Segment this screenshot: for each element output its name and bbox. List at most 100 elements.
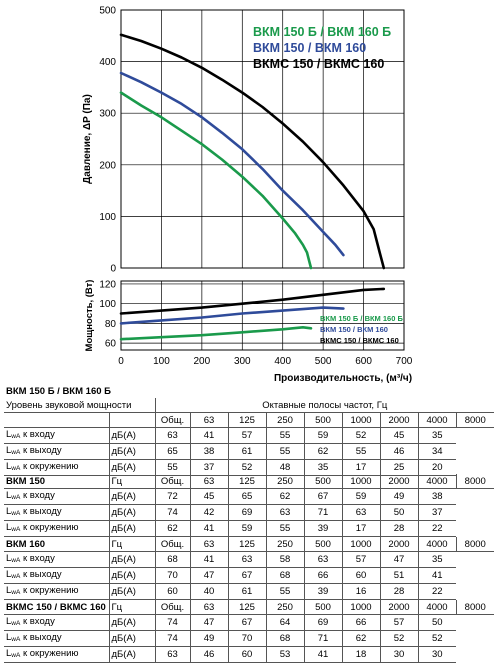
value-cell: 30 [379,646,418,663]
y-tick-label: 100 [99,299,116,310]
symbol-subscript: wA [11,510,21,517]
symbol-letter: L [6,553,12,564]
symbol-letter: L [6,585,12,596]
y-tick-label: 120 [99,279,116,290]
value-cell: 61 [227,443,267,460]
symbol-letter: L [6,632,12,643]
unit-cell: дБ(A) [108,488,155,505]
table-row: LwA к выходу дБ(A) 74 42 69 63 71 63 50 37 [4,504,494,521]
x-tick-label: 500 [315,356,332,367]
value-cell: 42 [189,504,228,521]
value-cell: 57 [227,427,267,444]
symbol-subscript: wA [11,494,21,501]
sound-power-symbol: LwA [6,429,20,440]
row-label: LwA к выходу [4,504,109,521]
table-row: LwA к окружению дБ(A) 63 46 60 53 41 18 30 30 [4,646,494,663]
row-label: LwA к выходу [4,443,109,460]
symbol-letter: L [6,616,12,627]
unit-cell: дБ(A) [108,614,155,631]
value-cell: 28 [379,520,418,537]
total-header: Общ. [154,412,191,428]
plot-frame [120,280,405,351]
band-header: 8000 [455,537,494,552]
band-header: 4000 [417,412,457,428]
sound-table-vkm160: ВКМ 160 Гц Общ. 63 125 250 500 1000 2000… [4,537,494,600]
pressure-plot: 0 100 200 300 400 500 Давление, ΔP (Па) ВКМ 150… [82,6,405,275]
x-tick-label: 0 [118,356,124,367]
band-header: 250 [265,412,305,428]
row-label-text: к входу [22,490,55,501]
symbol-letter: L [6,461,12,472]
value-cell: 65 [227,488,266,505]
symbol-subscript: wA [11,433,21,440]
value-cell: 62 [265,488,304,505]
band-header: 500 [303,474,342,489]
series-line [119,306,345,325]
bands-caption: Октавные полосы частот, Гц [154,398,495,413]
table-row: LwA к окружению дБ(A) 60 40 61 55 39 16 28 22 [4,583,494,600]
x-tick-label: 100 [153,356,170,367]
symbol-subscript: wA [11,449,21,456]
value-cell: 22 [417,520,456,537]
value-cell: 17 [341,520,380,537]
sound-power-symbol: LwA [6,445,20,456]
sound-power-symbol: LwA [6,648,20,659]
value-cell: 41 [189,520,228,537]
table-row: LwA к выходу дБ(A) 70 47 67 68 66 60 51 41 [4,567,494,584]
value-cell: 59 [227,520,266,537]
value-cell: 52 [417,630,456,647]
value-cell: 55 [265,583,304,600]
row-label: LwA к выходу [4,630,109,647]
table-row: LwA к выходу дБ(A) 74 49 70 68 71 62 52 52 [4,630,494,647]
table-title: ВКМ 150 Б / ВКМ 160 Б [6,385,111,397]
symbol-letter: L [6,569,12,580]
x-tick-label: 700 [396,356,413,367]
symbol-subscript: wA [11,589,21,596]
total-header: Общ. [154,474,190,489]
symbol-subscript: wA [11,636,21,643]
row-label-text: к выходу [22,506,62,517]
legend-entry: ВКМ 150 / ВКМ 160 [253,41,366,55]
unit-cell: дБ(A) [108,520,155,537]
y-tick-label: 80 [105,319,117,330]
row-label: LwA к входу [4,614,109,631]
sound-power-symbol: LwA [6,616,20,627]
symbol-letter: L [6,445,12,456]
value-cell: 55 [265,520,304,537]
sound-power-symbol: LwA [6,553,20,564]
value-cell: 59 [303,427,343,444]
value-cell: 47 [189,614,228,631]
row-label-text: к входу [22,553,55,564]
table-row: LwA к входу дБ(A) 72 45 65 62 67 59 49 38 [4,488,494,505]
value-cell: 72 [154,488,190,505]
unit-cell: дБ(A) [108,567,155,584]
value-cell: 35 [417,551,456,568]
sound-power-symbol: LwA [6,506,20,517]
symbol-letter: L [6,429,12,440]
row-label: LwA к входу [4,488,109,505]
symbol-subscript: wA [11,526,21,533]
unit-header: Гц [108,600,155,615]
sound-power-symbol: LwA [6,522,20,533]
symbol-subscript: wA [11,557,21,564]
band-header: 1000 [341,412,381,428]
value-cell: 46 [189,646,228,663]
row-label: LwA к выходу [4,567,109,584]
value-cell: 62 [303,443,343,460]
y-axis-label: Мощность, (Вт) [84,280,95,352]
band-header: 8000 [455,474,494,489]
value-cell: 74 [154,614,190,631]
row-label-text: к окружению [22,461,79,472]
sound-table-vkm150: ВКМ 150 Гц Общ. 63 125 250 500 1000 2000… [4,474,494,537]
table-title: ВКМ 160 [4,537,109,552]
series-line [119,287,386,315]
value-cell: 67 [227,614,266,631]
legend-entry: ВКМС 150 / ВКМС 160 [253,57,384,71]
value-cell: 37 [417,504,456,521]
value-cell: 60 [341,567,380,584]
symbol-subscript: wA [11,573,21,580]
unit-header: Гц [108,474,155,489]
table-row: LwA к окружению дБ(A) 55 37 52 48 35 17 25 20 [4,459,494,476]
band-header: 2000 [379,474,418,489]
power-plot: 60 80 100 120 0 100 200 300 400 500 600 700 Производ… [84,279,413,384]
